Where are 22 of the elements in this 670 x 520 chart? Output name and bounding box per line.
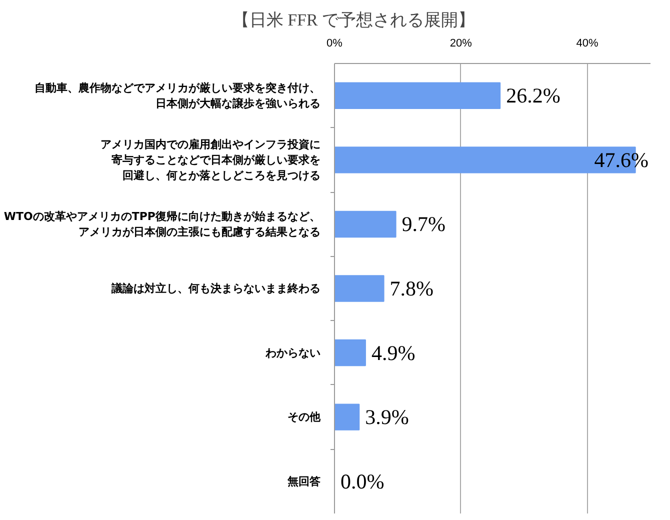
bar [334, 82, 501, 109]
bar [334, 404, 360, 430]
chart-title: 【日米 FFR で予想される展開】 [232, 10, 476, 30]
data-label: 3.9% [365, 405, 409, 430]
data-label: 4.9% [371, 340, 416, 365]
y-tick-label: その他 [288, 410, 322, 424]
data-label: 0.0% [340, 469, 384, 494]
data-label: 7.8% [390, 276, 434, 300]
x-tick-label: 40% [576, 38, 599, 50]
y-tick-label: 無回答 [286, 474, 322, 488]
data-label: 9.7% [402, 212, 446, 236]
x-tick-label: 20% [450, 38, 472, 50]
bar [334, 339, 366, 366]
x-tick-label: 0% [326, 38, 343, 50]
bar [334, 210, 396, 238]
data-label: 26.2% [506, 84, 560, 108]
bar [334, 275, 384, 302]
y-tick-label: アメリカ国内での雇用創出やインフラ投資に寄与することなどで日本側が厳しい要求を回避し、何とか落としどころを見つける [100, 138, 320, 182]
y-tick-label: 議論は対立し、何も決まらないまま終わる [110, 282, 320, 295]
y-tick-label: 自動車、農作物などでアメリカが厳しい要求を突き付け、日本側が大幅な譲歩を強いられる [34, 81, 320, 110]
y-tick-label: WTOの改革やアメリカのTPP復帰に向けた動きが始まるなど、アメリカが日本側の主張にも配慮する結果となる [4, 210, 321, 239]
y-tick-label: わからない [264, 346, 320, 360]
